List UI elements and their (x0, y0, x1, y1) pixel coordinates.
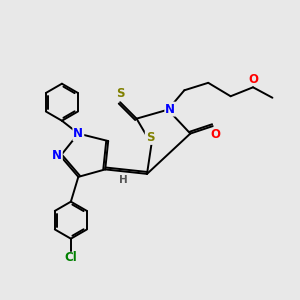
Text: S: S (146, 131, 154, 144)
Text: N: N (52, 149, 62, 163)
Text: N: N (165, 103, 175, 116)
Text: N: N (73, 127, 83, 140)
Text: H: H (119, 175, 128, 185)
Text: Cl: Cl (64, 251, 77, 264)
Text: O: O (211, 128, 221, 141)
Text: O: O (248, 73, 258, 86)
Text: S: S (116, 87, 124, 101)
